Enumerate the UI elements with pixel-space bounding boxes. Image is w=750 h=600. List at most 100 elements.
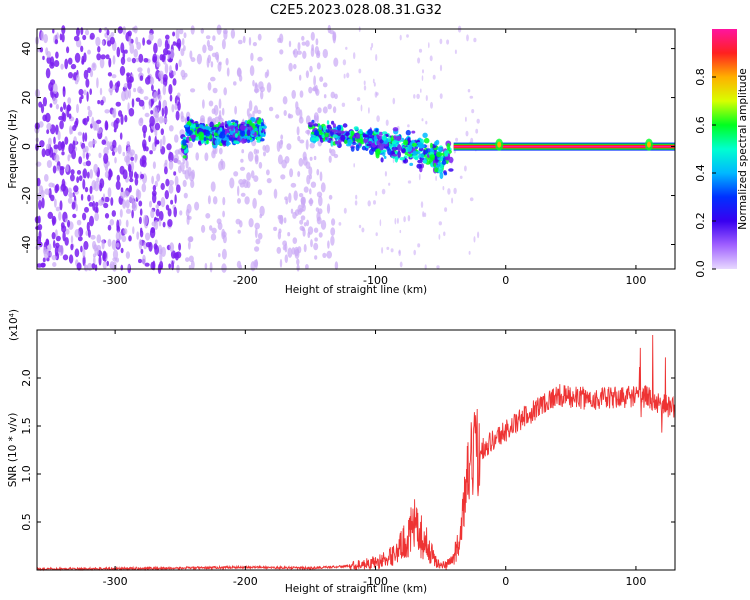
spectrogram-noise-speck — [40, 189, 45, 199]
spectrogram-noise-speck — [211, 150, 216, 159]
spectrogram-noise-speck — [163, 48, 169, 56]
spectrogram-noise-speck — [216, 24, 222, 35]
spectrogram-noise-speck — [142, 124, 148, 134]
spectrogram-noise-speck — [466, 34, 469, 42]
spectrogram-noise-speck — [82, 118, 86, 125]
spectrogram-signal-blob — [226, 128, 229, 134]
spectrogram-signal-blob — [423, 137, 430, 144]
spectrogram-noise-speck — [372, 78, 375, 84]
spectrogram-noise-speck — [111, 239, 117, 250]
spectrogram-noise-speck — [108, 57, 112, 68]
spectrogram-noise-speck — [444, 207, 448, 212]
spectrogram-noise-speck — [44, 188, 50, 195]
spectrogram-noise-speck — [438, 234, 441, 240]
spectrogram-noise-speck — [250, 261, 256, 272]
spectrogram-noise-speck — [303, 186, 309, 193]
spectrogram-noise-speck — [182, 179, 187, 188]
spectrogram-noise-speck — [75, 117, 79, 126]
spectrogram-noise-speck — [98, 199, 104, 206]
spectrogram-noise-speck — [399, 34, 402, 41]
spectrogram-noise-speck — [223, 30, 228, 40]
spectrogram-signal-blob — [407, 153, 413, 157]
spectrogram-noise-speck — [211, 52, 217, 58]
spectrogram-noise-speck — [84, 29, 90, 36]
spectrogram-noise-speck — [140, 173, 145, 180]
spectrogram-noise-speck — [135, 97, 141, 102]
spectrogram-noise-speck — [101, 239, 105, 250]
spectrogram-noise-speck — [92, 63, 96, 68]
spectrogram-noise-speck — [47, 211, 54, 219]
spectrogram-noise-speck — [61, 140, 65, 149]
spectrogram-noise-speck — [266, 169, 270, 176]
spectrogram-noise-speck — [303, 222, 307, 227]
spectrogram-noise-speck — [390, 248, 394, 253]
spectrogram-noise-speck — [305, 264, 309, 270]
spectrogram-noise-speck — [252, 110, 255, 118]
spectrogram-signal-blob — [412, 150, 417, 156]
spectrogram-noise-speck — [50, 194, 55, 202]
colorbar-tick-label: 0.2 — [694, 212, 707, 230]
spectrogram-noise-speck — [375, 54, 378, 61]
spectrogram-noise-speck — [52, 183, 55, 188]
spectrogram-noise-speck — [254, 246, 260, 252]
spectrogram-noise-speck — [216, 218, 222, 225]
spectrogram-noise-speck — [160, 197, 166, 208]
spectrogram-border — [36, 28, 676, 270]
spectrogram-noise-speck — [143, 214, 148, 226]
spectrogram-noise-speck — [212, 35, 216, 42]
spectrogram-noise-speck — [252, 197, 257, 209]
spectrogram-noise-speck — [252, 79, 255, 87]
spectrogram-noise-speck — [301, 41, 306, 46]
spectrogram-noise-speck — [249, 65, 255, 77]
spectrogram-noise-speck — [161, 107, 165, 117]
spectrogram-noise-speck — [166, 143, 172, 151]
spectrogram-noise-speck — [102, 261, 107, 269]
spectrogram-noise-speck — [418, 48, 423, 53]
spectrogram-noise-speck — [273, 226, 278, 231]
spectrogram-noise-speck — [140, 227, 143, 233]
spectrogram-noise-speck — [218, 253, 221, 258]
spectrogram-noise-speck — [41, 197, 45, 209]
snr-marks — [36, 329, 676, 572]
spectrogram-noise-speck — [54, 198, 57, 208]
spectrogram-noise-speck — [370, 46, 372, 51]
colorbar-tick-label: 0.0 — [694, 260, 707, 278]
spectrogram-noise-speck — [114, 82, 120, 93]
spectrogram-noise-speck — [188, 236, 194, 243]
spectrogram-noise-speck — [67, 197, 73, 204]
spectrogram-signal-blob — [240, 124, 246, 131]
spectrogram-noise-speck — [368, 107, 370, 114]
spectrogram-noise-speck — [96, 53, 102, 61]
spectrogram-noise-speck — [117, 26, 123, 34]
spectrogram-noise-speck — [175, 110, 180, 121]
spectrogram-noise-speck — [285, 198, 289, 205]
spectrogram-signal-blob — [363, 134, 369, 138]
spectrogram-noise-speck — [157, 94, 162, 101]
spectrogram-noise-speck — [158, 70, 164, 80]
spectrogram-noise-speck — [78, 175, 83, 182]
spectrogram-noise-speck — [184, 169, 190, 180]
spectrogram-noise-speck — [260, 90, 264, 100]
spectrogram-noise-speck — [316, 62, 321, 70]
spectrogram-noise-speck — [276, 141, 281, 152]
spectrogram-signal-blob — [228, 134, 233, 141]
spectrogram-noise-speck — [140, 248, 144, 255]
spectrogram-noise-speck — [160, 182, 165, 191]
spectrogram-noise-speck — [142, 254, 146, 265]
spectrogram-noise-speck — [173, 171, 177, 176]
spectrogram-noise-speck — [89, 185, 93, 195]
spectrogram-noise-speck — [299, 90, 304, 98]
spectrogram-noise-speck — [388, 182, 391, 186]
spectrogram-noise-speck — [428, 42, 430, 49]
spectrogram-noise-speck — [46, 122, 52, 131]
spectrogram-noise-speck — [283, 110, 287, 116]
spectrogram-noise-speck — [139, 208, 143, 216]
spectrogram-noise-speck — [68, 113, 72, 119]
spectrogram-noise-speck — [148, 98, 152, 110]
spectrogram-noise-speck — [135, 36, 139, 45]
spectrogram-noise-speck — [143, 96, 149, 101]
spectrogram-noise-speck — [45, 68, 51, 79]
spectrogram-noise-speck — [293, 63, 297, 70]
spectrogram-noise-speck — [346, 72, 350, 79]
